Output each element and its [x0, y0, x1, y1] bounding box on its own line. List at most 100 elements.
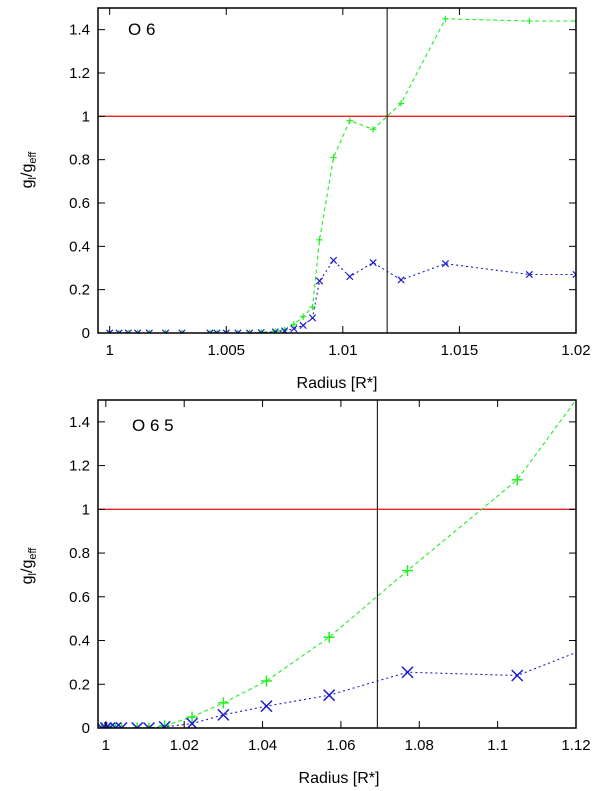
x-tick-label: 1.1 [487, 737, 508, 754]
tick-layer: 1 1.005 1.01 1.015 1.02 0 0.2 0.4 0.6 0.8 1 1.2 1.4 [69, 7, 591, 359]
data-point-plus [110, 722, 122, 728]
x-tick-label: 1.005 [207, 342, 245, 359]
data-point-cross [145, 329, 153, 333]
x-tick-label: 1.04 [248, 737, 277, 754]
data-point-cross [299, 321, 307, 330]
y-tick-label: 0.6 [69, 195, 90, 212]
panel-label: O 6 [128, 20, 155, 39]
data-point-cross [115, 329, 123, 333]
data-point-cross [131, 721, 144, 728]
data-point-plus [346, 117, 354, 124]
series-layer [98, 8, 576, 333]
plot-frame [97, 399, 577, 729]
data-point-cross [290, 325, 298, 333]
data-point-plus [572, 17, 576, 25]
y-tick-label: 1 [82, 108, 90, 125]
x-tick-label: 1 [102, 737, 110, 754]
x-tick-label: 1.02 [170, 737, 199, 754]
data-point-cross [178, 329, 186, 333]
data-point-cross [124, 329, 132, 333]
x-tick-label: 1.01 [328, 342, 357, 359]
data-point-plus [281, 326, 288, 333]
x-axis-title: Radius [R*] [297, 375, 378, 392]
panel-o65: 1 1.02 1.04 1.06 1.08 1.1 1.12 0 0.2 0.4 0.6 0.8 1 1.… [19, 399, 591, 787]
x-tick-label: 1.02 [561, 342, 590, 359]
data-point-plus [143, 722, 155, 728]
data-point-plus [260, 675, 272, 687]
data-point-plus [330, 154, 337, 161]
data-point-cross [525, 270, 533, 279]
data-point-plus [186, 711, 198, 723]
data-point-cross [271, 328, 279, 333]
data-point-cross [315, 277, 324, 285]
data-point-cross [245, 329, 254, 333]
data-point-plus [134, 329, 141, 333]
x-axis-title: Radius [R*] [299, 770, 380, 787]
data-point-plus [162, 329, 169, 333]
y-tick-label: 0 [82, 325, 90, 342]
y-axis-title: gl/geff [19, 547, 39, 585]
data-point-cross [99, 721, 112, 728]
y-tick-label: 0.2 [69, 282, 90, 299]
data-point-cross [234, 329, 242, 333]
data-point-plus [397, 100, 405, 107]
plot-frame [97, 7, 577, 334]
data-point-plus [159, 720, 171, 728]
data-point-plus [511, 474, 523, 486]
y-axis-title: gl/geff [19, 151, 39, 189]
data-point-cross [323, 689, 336, 702]
data-point-plus [442, 15, 449, 23]
data-point-cross [109, 721, 122, 728]
y-tick-label: 1 [82, 501, 90, 518]
data-point-plus [316, 236, 323, 244]
data-point-cross [142, 721, 155, 728]
data-point-cross [397, 276, 405, 284]
y-tick-label: 1.2 [69, 458, 90, 475]
panel-label: O 6 5 [132, 416, 174, 435]
data-point-plus [217, 697, 229, 709]
series-line [109, 18, 576, 333]
y-tick-label: 0 [82, 720, 90, 737]
data-point-cross [346, 273, 354, 281]
y-tick-label: 0.8 [69, 152, 90, 169]
data-point-cross [217, 708, 230, 721]
data-point-cross [158, 720, 171, 728]
data-point-plus [234, 329, 242, 333]
data-point-plus [299, 313, 307, 320]
data-point-plus [309, 303, 316, 311]
x-tick-label: 1.12 [561, 737, 590, 754]
data-point-cross [222, 329, 230, 333]
data-point-plus [526, 17, 533, 25]
data-point-plus [178, 329, 186, 333]
data-point-cross [161, 329, 170, 333]
data-point-cross [369, 258, 377, 267]
x-tick-label: 1.015 [441, 342, 479, 359]
tick-layer: 1 1.02 1.04 1.06 1.08 1.1 1.12 0 0.2 0.4 0.6 0.8 1 1.… [69, 399, 591, 754]
y-tick-label: 0.8 [69, 545, 90, 562]
data-point-cross [308, 314, 317, 322]
x-tick-label: 1.08 [405, 737, 434, 754]
y-tick-label: 0.6 [69, 589, 90, 606]
data-point-plus [115, 329, 123, 333]
data-point-plus [125, 329, 132, 333]
data-point-plus [369, 126, 377, 133]
data-point-cross [115, 721, 128, 728]
data-point-plus [290, 321, 298, 328]
y-tick-label: 1.4 [69, 414, 90, 431]
data-point-cross [260, 700, 273, 713]
data-point-cross [106, 329, 114, 333]
y-tick-label: 0.4 [69, 633, 90, 650]
series-line [101, 652, 576, 728]
y-tick-label: 0.4 [69, 238, 90, 255]
data-point-plus [146, 329, 153, 333]
y-tick-label: 1.2 [69, 65, 90, 82]
y-tick-label: 1.4 [69, 22, 90, 39]
data-point-cross [329, 256, 338, 265]
y-tick-label: 0.2 [69, 676, 90, 693]
data-point-cross [572, 270, 576, 279]
series-line [109, 259, 576, 333]
series-line [101, 400, 576, 728]
data-point-plus [213, 329, 221, 333]
data-point-cross [134, 329, 142, 333]
